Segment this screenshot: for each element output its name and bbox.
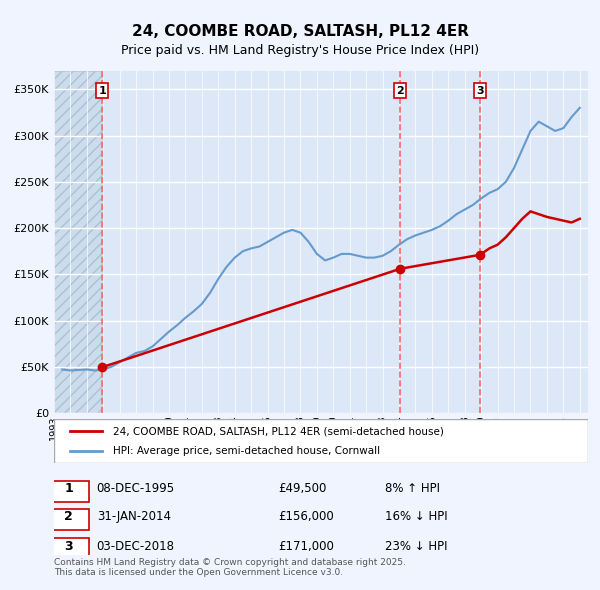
FancyBboxPatch shape bbox=[49, 509, 89, 530]
Text: Contains HM Land Registry data © Crown copyright and database right 2025.
This d: Contains HM Land Registry data © Crown c… bbox=[54, 558, 406, 577]
Text: 23% ↓ HPI: 23% ↓ HPI bbox=[385, 539, 448, 553]
Text: £49,500: £49,500 bbox=[278, 482, 326, 495]
Text: 2: 2 bbox=[397, 86, 404, 96]
Text: 24, COOMBE ROAD, SALTASH, PL12 4ER: 24, COOMBE ROAD, SALTASH, PL12 4ER bbox=[131, 24, 469, 38]
Text: 1: 1 bbox=[64, 482, 73, 495]
Text: Price paid vs. HM Land Registry's House Price Index (HPI): Price paid vs. HM Land Registry's House … bbox=[121, 44, 479, 57]
Text: 16% ↓ HPI: 16% ↓ HPI bbox=[385, 510, 448, 523]
Text: 2: 2 bbox=[64, 510, 73, 523]
Text: 31-JAN-2014: 31-JAN-2014 bbox=[97, 510, 171, 523]
Text: 03-DEC-2018: 03-DEC-2018 bbox=[97, 539, 175, 553]
FancyBboxPatch shape bbox=[49, 538, 89, 559]
FancyBboxPatch shape bbox=[54, 419, 588, 463]
FancyBboxPatch shape bbox=[49, 481, 89, 502]
Text: 24, COOMBE ROAD, SALTASH, PL12 4ER (semi-detached house): 24, COOMBE ROAD, SALTASH, PL12 4ER (semi… bbox=[113, 427, 443, 436]
Text: 3: 3 bbox=[64, 539, 73, 553]
Text: 08-DEC-1995: 08-DEC-1995 bbox=[97, 482, 175, 495]
Text: HPI: Average price, semi-detached house, Cornwall: HPI: Average price, semi-detached house,… bbox=[113, 446, 380, 455]
Text: 1: 1 bbox=[98, 86, 106, 96]
Text: £171,000: £171,000 bbox=[278, 539, 334, 553]
Text: £156,000: £156,000 bbox=[278, 510, 334, 523]
Text: 3: 3 bbox=[476, 86, 484, 96]
Text: 8% ↑ HPI: 8% ↑ HPI bbox=[385, 482, 440, 495]
